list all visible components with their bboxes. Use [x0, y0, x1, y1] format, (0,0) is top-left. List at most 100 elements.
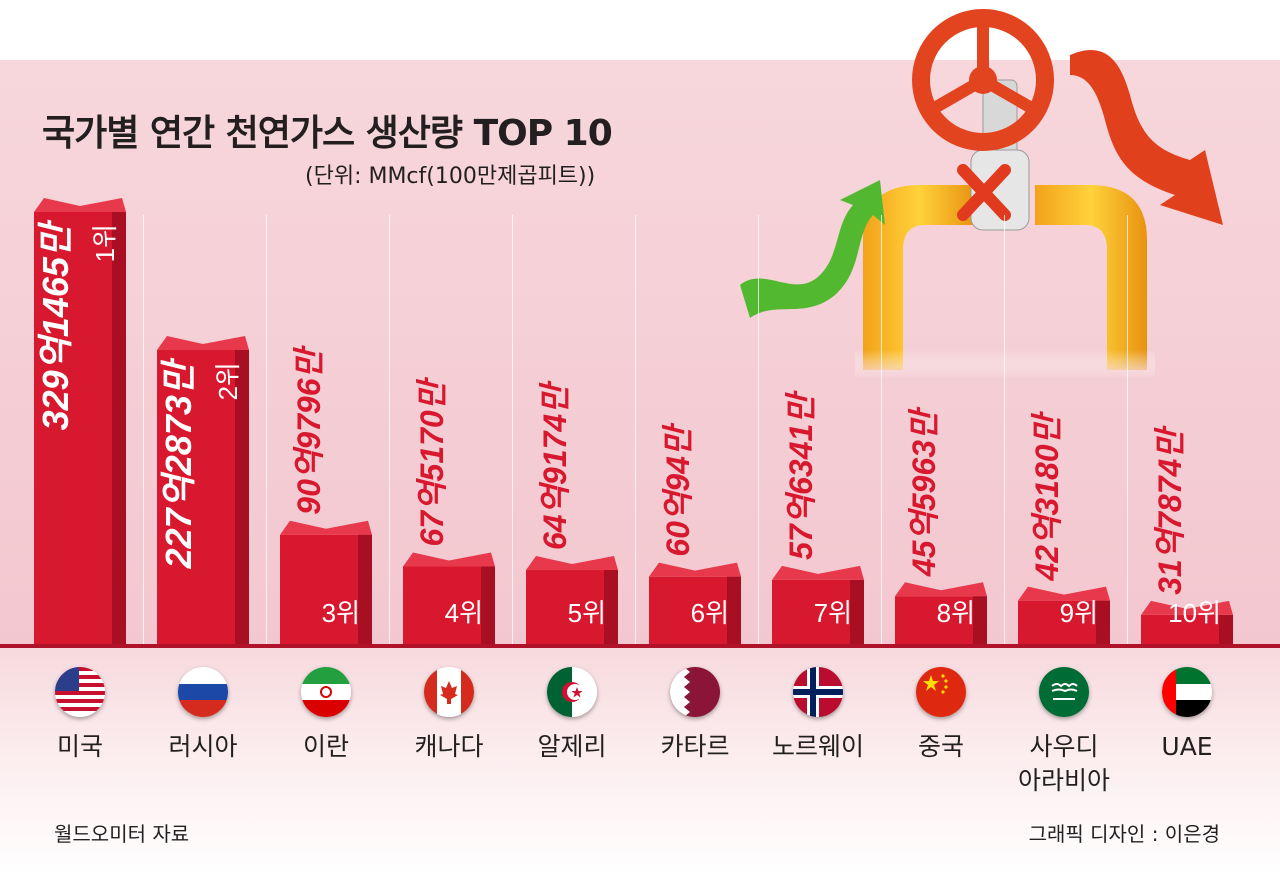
bar — [772, 579, 864, 644]
iran-flag-icon — [301, 667, 351, 717]
column-divider — [512, 215, 513, 645]
column-divider — [389, 215, 390, 645]
bar-top — [649, 562, 741, 577]
bar-top — [403, 552, 495, 567]
column-divider — [1004, 215, 1005, 645]
column-divider — [1127, 215, 1128, 645]
bar-side — [481, 566, 495, 644]
chart-title: 국가별 연간 천연가스 생산량 TOP 10 — [42, 113, 613, 154]
value-label: 57억6341만 — [783, 390, 819, 560]
green-up-arrow-icon — [740, 180, 885, 318]
country-name: 카타르 — [660, 732, 730, 761]
country-name: 알제리 — [537, 732, 607, 761]
country-name: 사우디 아라비아 — [1017, 732, 1110, 795]
china-flag-icon — [916, 667, 966, 717]
bar — [895, 596, 987, 644]
red-x-icon — [957, 164, 1011, 221]
bar-group: 90억9796만 3위 — [280, 344, 372, 644]
column-divider — [635, 215, 636, 645]
bar — [34, 212, 126, 644]
bar-top — [34, 198, 126, 212]
uae-flag-icon — [1162, 667, 1212, 717]
rank-label: 7위 — [814, 598, 852, 628]
rank-label: 10위 — [1168, 598, 1221, 628]
bar-group: 67억5170만 4위 — [403, 376, 495, 644]
column-divider — [143, 215, 144, 645]
valve-wheel-icon — [912, 9, 1054, 151]
country-name: UAE — [1161, 732, 1213, 761]
column-divider — [881, 215, 882, 645]
bar — [280, 534, 372, 644]
bar-side — [604, 570, 618, 644]
rank-label: 9위 — [1060, 598, 1098, 628]
value-label: 60억94만 — [660, 422, 696, 557]
rank-label: 4위 — [445, 598, 483, 628]
country-name: 미국 — [56, 732, 103, 761]
red-down-arrow-icon — [1070, 49, 1223, 225]
value-label: 67억5170만 — [414, 376, 450, 546]
bar-top — [280, 520, 372, 535]
bar-group: 329억1465만 1위 — [34, 198, 126, 644]
designer-credit: 그래픽 디자인 : 이은경 — [1028, 822, 1220, 846]
bar-top — [157, 336, 249, 351]
bar-side — [850, 579, 864, 644]
bar-group: 57억6341만 7위 — [772, 390, 864, 644]
rank-label: 8위 — [937, 598, 975, 628]
bar-top — [526, 556, 618, 571]
bar-group: 60억94만 6위 — [649, 422, 741, 644]
country-name: 노르웨이 — [771, 732, 864, 761]
rank-label: 6위 — [691, 598, 729, 628]
bar-group: 42억3180만 9위 — [1018, 410, 1110, 644]
bar-side — [112, 212, 126, 644]
rank-label: 2위 — [213, 362, 243, 400]
source-note: 월드오미터 자료 — [54, 822, 190, 846]
bar-top — [772, 565, 864, 580]
value-label: 45억5963만 — [906, 406, 942, 577]
column-divider — [266, 215, 267, 645]
gas-pipe-illustration — [740, 9, 1223, 380]
chart-baseline — [0, 644, 1280, 648]
bar — [1141, 614, 1233, 644]
bar — [649, 576, 741, 644]
bar-side — [973, 596, 987, 644]
bar-top — [1141, 600, 1233, 615]
rank-label: 5위 — [568, 598, 606, 628]
rank-label: 1위 — [90, 224, 120, 262]
value-label: 329억1465만 — [35, 219, 76, 430]
bar-side — [1219, 614, 1233, 644]
russia-flag-icon — [178, 667, 228, 717]
country-name: 러시아 — [168, 732, 238, 761]
algeria-flag-icon — [547, 667, 597, 717]
usa-flag-icon — [55, 667, 105, 717]
country-name: 중국 — [917, 732, 964, 761]
bar-side — [727, 576, 741, 644]
norway-flag-icon — [793, 667, 843, 717]
bar — [403, 566, 495, 644]
bar-top — [1018, 586, 1110, 601]
bar-side — [1096, 600, 1110, 644]
bar — [1018, 600, 1110, 644]
canada-flag-icon — [424, 667, 474, 717]
country-name: 이란 — [302, 732, 349, 761]
rank-label: 3위 — [322, 598, 360, 628]
unit-label: (단위: MMcf(100만제곱피트)) — [305, 164, 596, 189]
bar — [157, 350, 249, 644]
value-label: 90억9796만 — [291, 344, 327, 514]
bar-side — [235, 350, 249, 644]
value-label: 227억2873만 — [158, 357, 199, 569]
bar-top — [895, 582, 987, 597]
bar-group: 45억5963만 8위 — [895, 406, 987, 644]
bar-group: 64억9174만 5위 — [526, 380, 618, 644]
country-name: 캐나다 — [414, 732, 484, 761]
bar-group: 227억2873만 2위 — [157, 336, 249, 644]
column-divider — [758, 215, 759, 645]
saudi-flag-icon — [1039, 667, 1089, 717]
bar-side — [358, 534, 372, 644]
qatar-flag-icon — [670, 667, 720, 717]
value-label: 64억9174만 — [537, 380, 573, 550]
value-label: 42억3180만 — [1029, 410, 1065, 581]
value-label: 31억7874만 — [1152, 425, 1188, 595]
